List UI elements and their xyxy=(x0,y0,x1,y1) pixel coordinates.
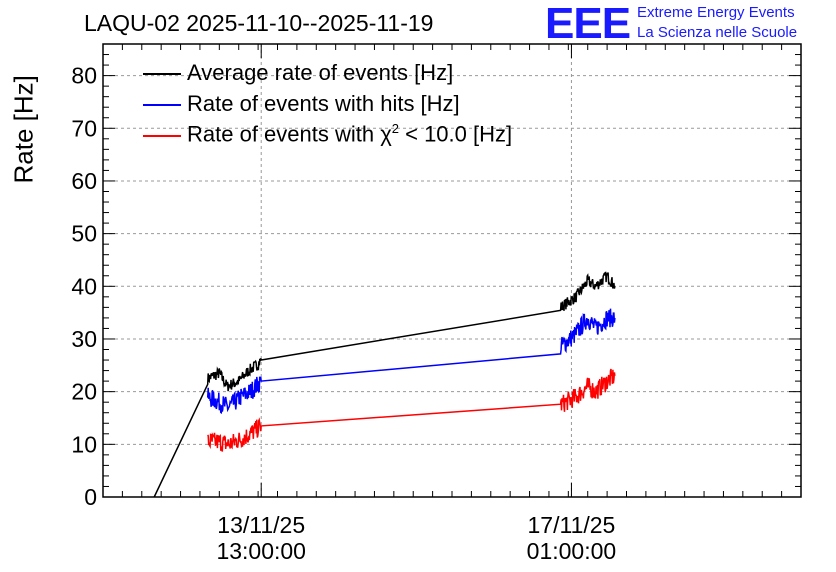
y-tick-label: 80 xyxy=(71,63,97,89)
legend-swatch-blue xyxy=(143,104,181,107)
legend-item-hits: Rate of events with hits [Hz] xyxy=(143,91,460,117)
series-line-3 xyxy=(207,368,616,452)
legend-label-chi2-suffix: < 10.0 [Hz] xyxy=(399,121,513,147)
legend-label-average: Average rate of events [Hz] xyxy=(187,60,454,85)
legend-item-average: Average rate of events [Hz] xyxy=(143,60,453,86)
legend-label-hits: Rate of events with hits [Hz] xyxy=(187,91,460,116)
legend-label-chi2-prefix: Rate of events with χ xyxy=(187,121,392,147)
series-line-1 xyxy=(153,271,616,498)
chart-title: LAQU-02 2025-11-10--2025-11-19 xyxy=(84,10,434,36)
x-tick-label-time: 13:00:00 xyxy=(216,538,306,564)
y-tick-label: 50 xyxy=(71,221,97,247)
data-series xyxy=(153,271,616,498)
legend-label-chi2-sup: 2 xyxy=(391,121,399,136)
eee-logo: EEE xyxy=(545,0,631,48)
series-line-2 xyxy=(206,308,616,414)
legend-item-chi2: Rate of events with χ2 < 10.0 [Hz] xyxy=(143,121,512,147)
y-tick-label: 30 xyxy=(71,326,97,352)
x-tick-label-date: 13/11/25 xyxy=(217,512,305,538)
y-tick-label: 0 xyxy=(84,484,97,510)
y-axis-label: Rate [Hz] xyxy=(8,75,39,184)
x-tick-label-time: 01:00:00 xyxy=(527,538,617,564)
y-tick-label: 20 xyxy=(71,379,97,405)
logo-subtitle-2: La Scienza nelle Scuole xyxy=(637,24,798,41)
x-tick-label-date: 17/11/25 xyxy=(528,512,616,538)
legend-swatch-black xyxy=(143,73,181,76)
logo-subtitle-1: Extreme Energy Events xyxy=(637,4,795,21)
y-tick-label: 40 xyxy=(71,273,97,299)
legend-swatch-red xyxy=(143,134,181,137)
y-tick-label: 60 xyxy=(71,168,97,194)
y-tick-label: 70 xyxy=(71,115,97,141)
grid-lines xyxy=(103,44,801,497)
y-tick-label: 10 xyxy=(71,431,97,457)
